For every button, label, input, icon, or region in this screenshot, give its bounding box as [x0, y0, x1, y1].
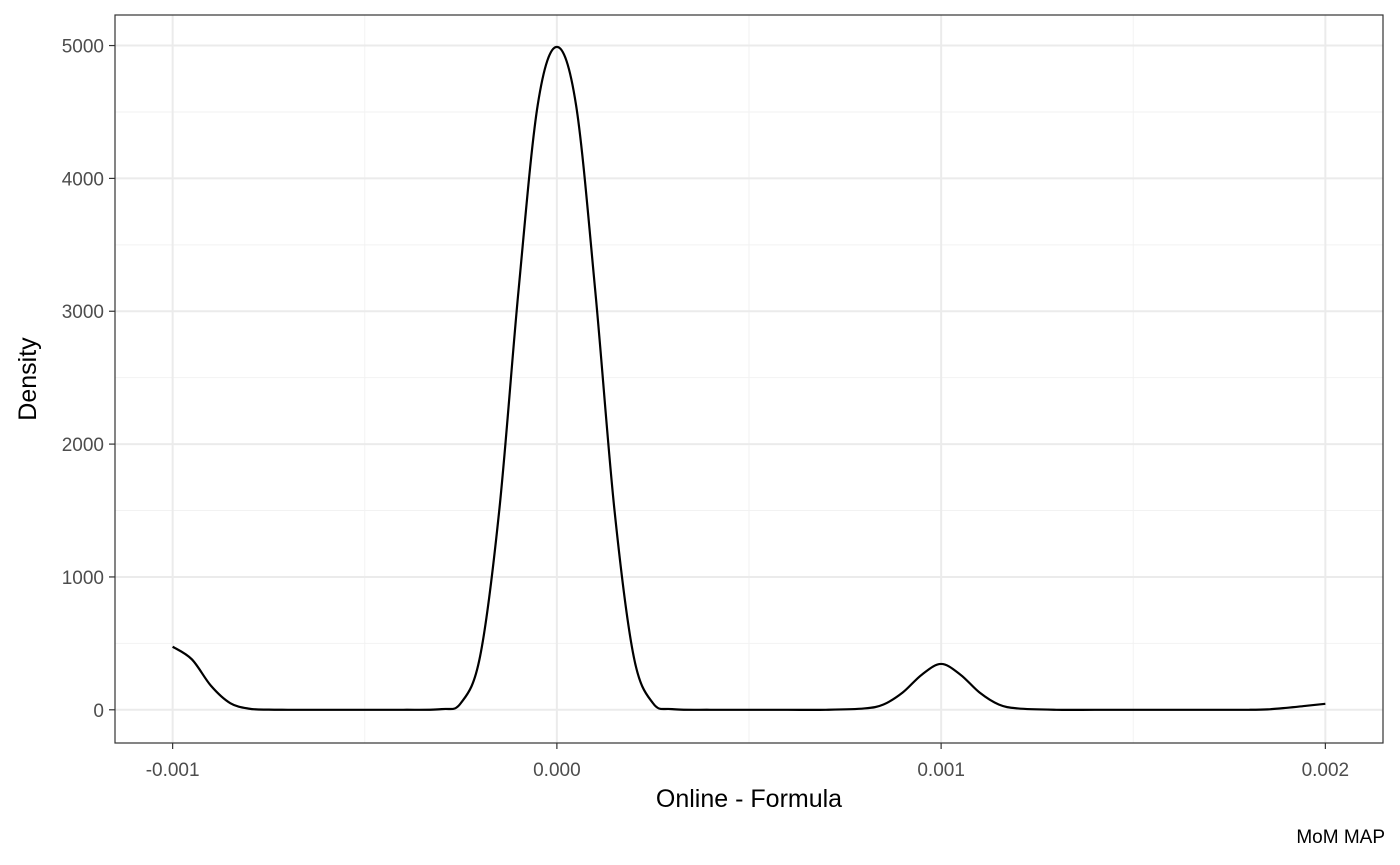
- chart-caption: MoM MAP: [1296, 827, 1385, 848]
- minor-gridlines: [115, 15, 1383, 743]
- x-tick-label: 0.001: [917, 760, 965, 781]
- x-axis-title: Online - Formula: [656, 785, 842, 813]
- x-axis-ticks: -0.001 0.000 0.001 0.002: [146, 743, 1349, 781]
- y-tick-label: 5000: [62, 37, 104, 58]
- plot-border: [114, 14, 1384, 744]
- y-tick-label: 3000: [62, 302, 104, 323]
- y-tick-label: 2000: [62, 435, 104, 456]
- x-tick-label: -0.001: [146, 760, 200, 781]
- x-tick-label: 0.002: [1302, 760, 1350, 781]
- density-line: [172, 45, 1326, 711]
- y-axis-title: Density: [14, 337, 42, 421]
- y-tick-label: 1000: [62, 568, 104, 589]
- major-gridlines: [115, 15, 1383, 743]
- x-tick-label: 0.000: [533, 760, 581, 781]
- y-tick-label: 4000: [62, 169, 104, 190]
- y-axis-ticks: 0 1000 2000 3000 4000 5000: [62, 37, 115, 722]
- y-tick-label: 0: [93, 701, 104, 722]
